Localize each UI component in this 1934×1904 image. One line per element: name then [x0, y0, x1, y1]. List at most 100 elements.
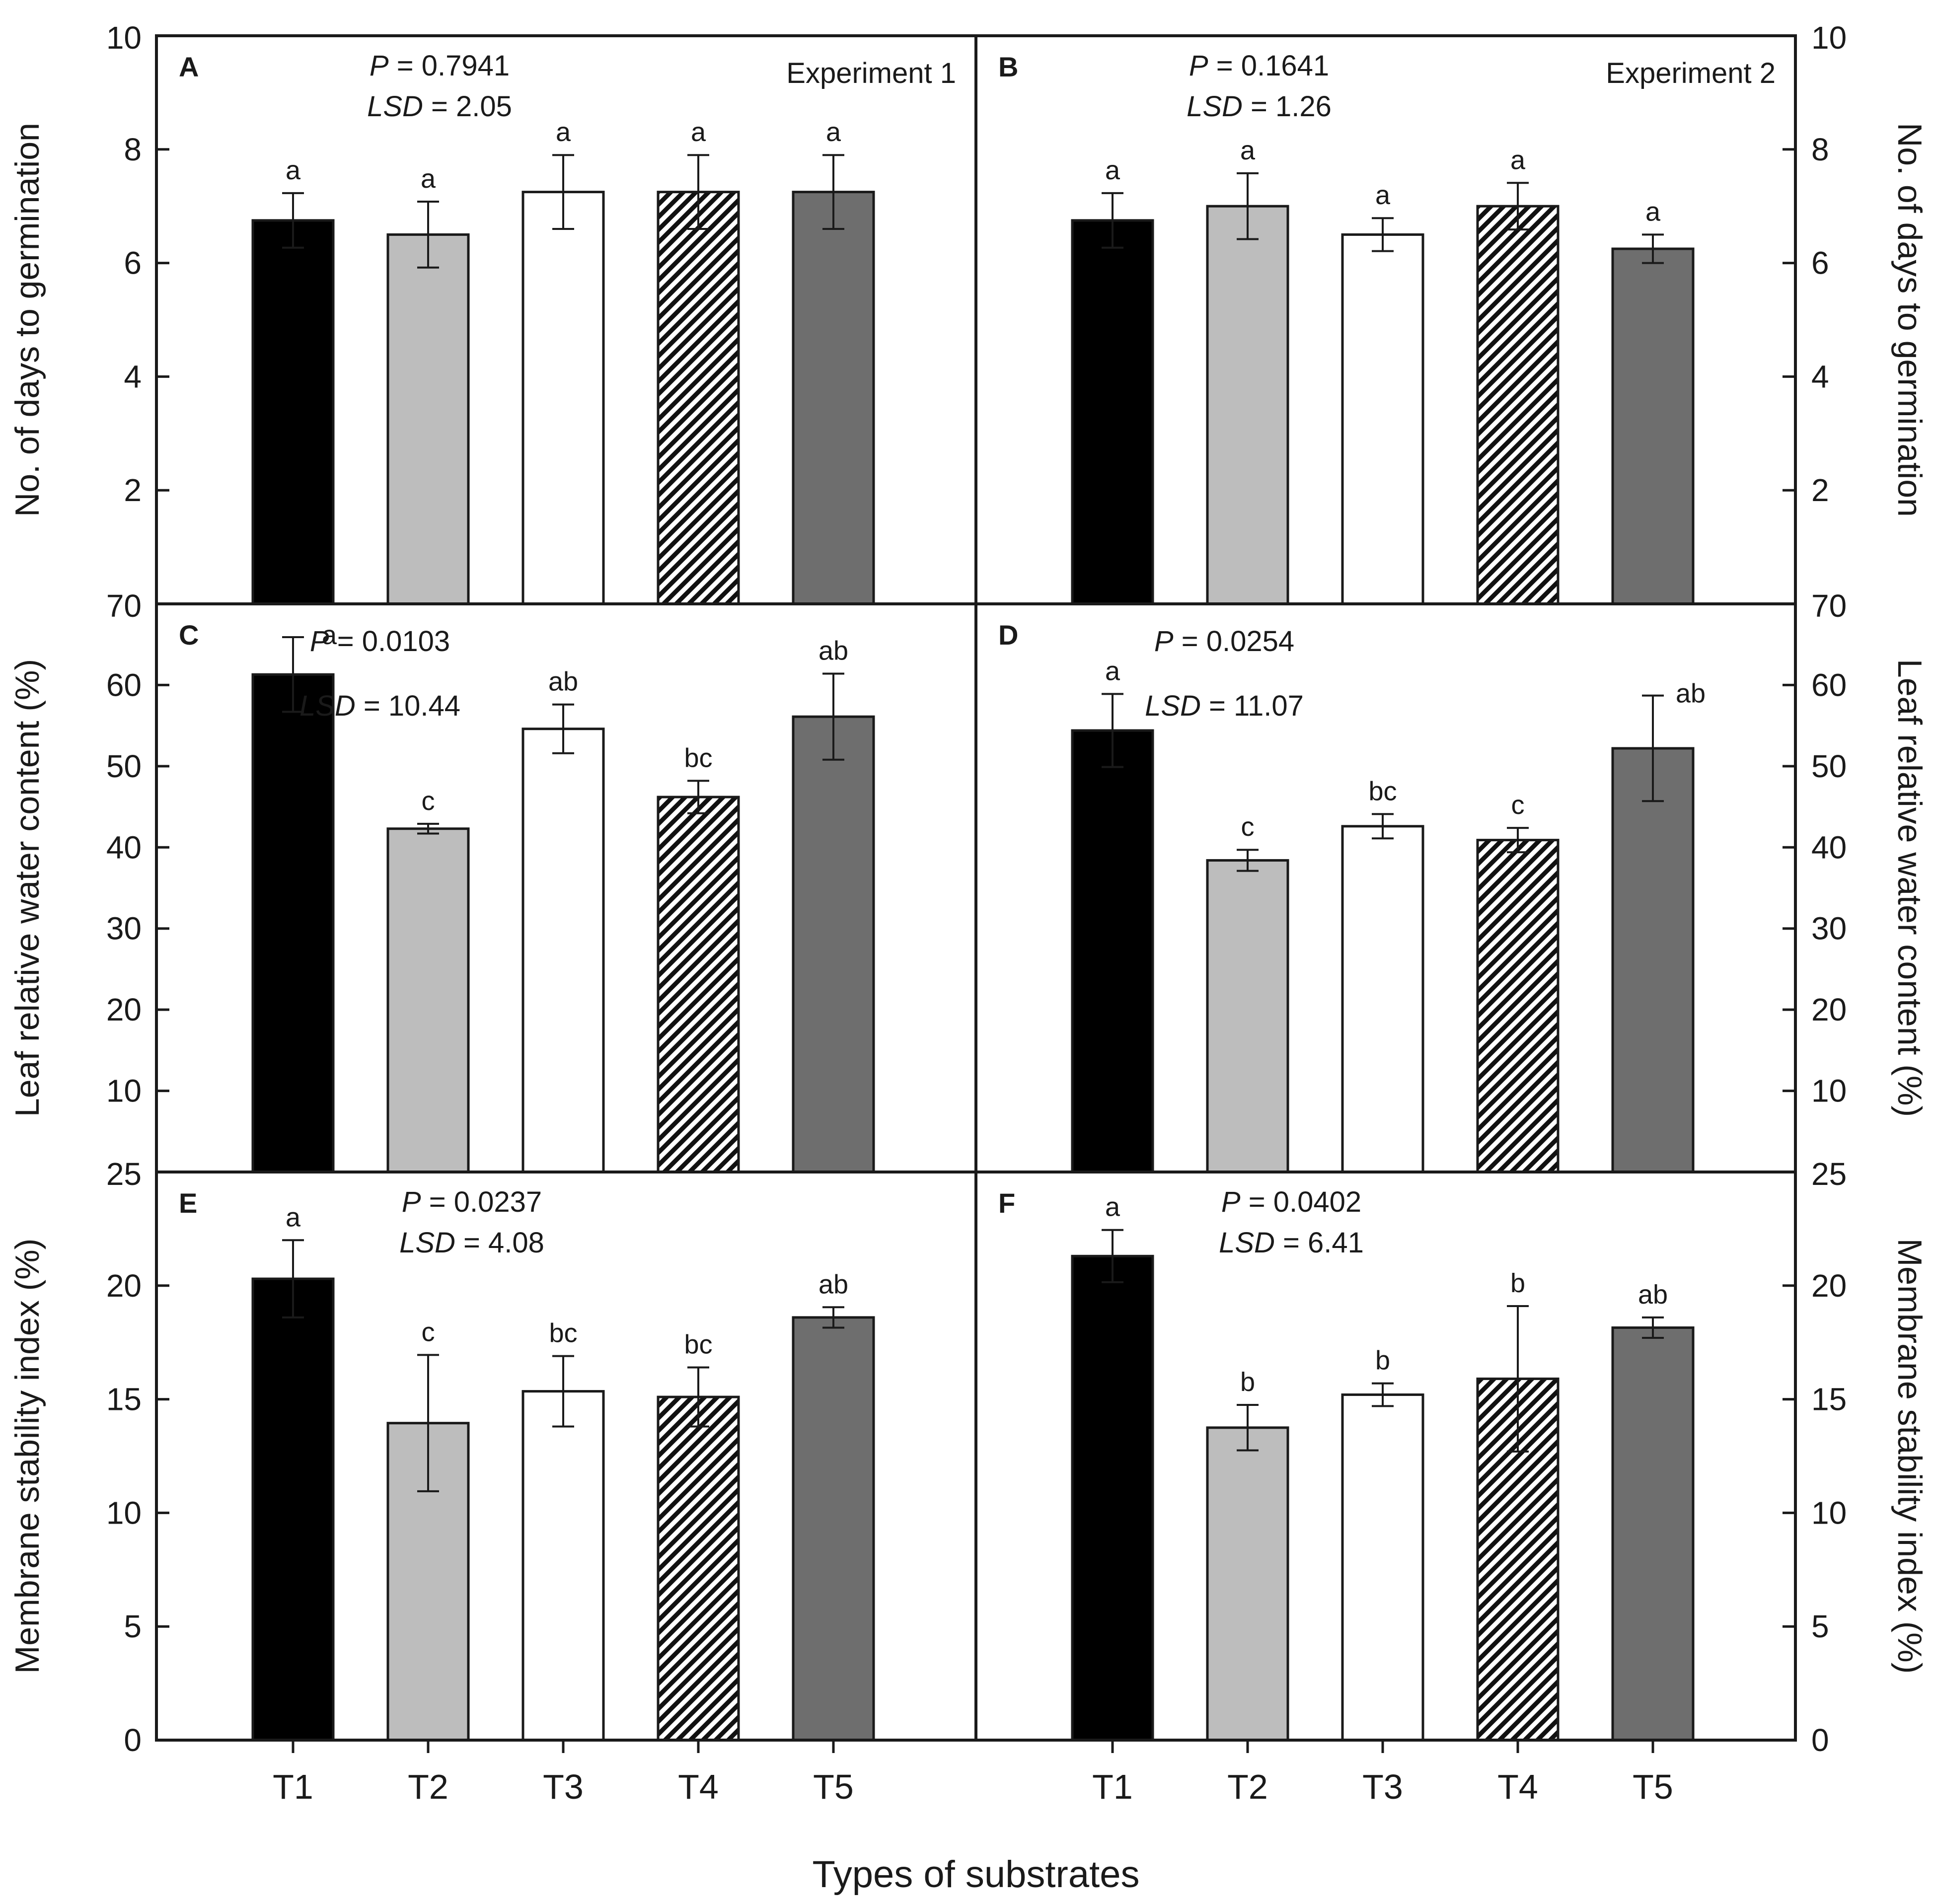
- significance-letter-E-T1: a: [286, 1202, 301, 1232]
- significance-letter-C-T4: bc: [684, 743, 712, 773]
- y-tick-label-F-20: 20: [1811, 1268, 1847, 1304]
- significance-letter-A-T3: a: [556, 117, 571, 147]
- bar-E-T3: [521, 1390, 605, 1742]
- y-tick-label-C-10: 10: [106, 1073, 142, 1109]
- bar-A-T4: [657, 191, 740, 605]
- significance-letter-A-T4: a: [691, 117, 706, 147]
- significance-letter-A-T5: a: [826, 117, 841, 147]
- bar-C-T5: [792, 715, 875, 1173]
- y-tick-label-A-10: 10: [106, 20, 142, 56]
- y-tick-label-B-4: 4: [1811, 359, 1829, 394]
- bar-C-T2: [386, 827, 470, 1173]
- y-tick-label-B-8: 8: [1811, 132, 1829, 167]
- significance-letter-B-T4: a: [1510, 145, 1526, 175]
- significance-letter-B-T3: a: [1375, 180, 1391, 210]
- significance-letter-F-T4: b: [1510, 1268, 1525, 1298]
- lsd-value-D: LSD = 11.07: [1145, 690, 1304, 722]
- lsd-value-F: LSD = 6.41: [1219, 1227, 1364, 1259]
- y-tick-label-A-4: 4: [124, 359, 142, 394]
- significance-letter-C-T3: ab: [548, 667, 578, 697]
- significance-letter-C-T1: a: [322, 620, 337, 650]
- x-tick-label-E-T1: T1: [273, 1767, 313, 1806]
- y-tick-label-C-40: 40: [106, 829, 142, 865]
- significance-letter-D-T2: c: [1241, 812, 1255, 842]
- bar-E-T4: [657, 1395, 740, 1742]
- y-axis-label-right-row-1: Leaf relative water content (%): [1891, 659, 1929, 1117]
- bar-C-T4: [657, 796, 740, 1173]
- significance-letter-C-T5: ab: [818, 636, 848, 666]
- y-axis-label-right-row-0: No. of days to germination: [1891, 123, 1929, 517]
- y-tick-label-F-5: 5: [1811, 1609, 1829, 1644]
- y-tick-label-A-6: 6: [124, 245, 142, 281]
- x-axis-label: Types of substrates: [813, 1853, 1140, 1896]
- bar-B-T1: [1071, 219, 1154, 605]
- bar-F-T3: [1341, 1393, 1424, 1742]
- panel-letter-A: A: [179, 51, 199, 82]
- bar-B-T3: [1341, 233, 1424, 605]
- y-tick-label-C-70: 70: [106, 588, 142, 624]
- significance-letter-F-T2: b: [1240, 1367, 1255, 1397]
- x-tick-label-E-T3: T3: [543, 1767, 584, 1806]
- experiment-label-A: Experiment 1: [786, 57, 956, 89]
- x-tick-label-F-T5: T5: [1633, 1767, 1673, 1806]
- significance-letter-D-T1: a: [1105, 656, 1120, 686]
- y-tick-label-E-5: 5: [124, 1609, 142, 1644]
- significance-letter-B-T2: a: [1240, 136, 1256, 165]
- significance-letter-E-T3: bc: [549, 1318, 577, 1348]
- significance-letter-D-T4: c: [1511, 790, 1525, 820]
- y-tick-label-E-20: 20: [106, 1268, 142, 1304]
- y-tick-label-B-2: 2: [1811, 472, 1829, 508]
- figure-frame: [155, 34, 1797, 1742]
- p-value-D: P = 0.0254: [1154, 625, 1294, 658]
- y-tick-label-E-25: 25: [106, 1156, 142, 1192]
- panel-letter-C: C: [179, 619, 199, 651]
- significance-letter-A-T2: a: [421, 164, 436, 194]
- y-tick-label-C-30: 30: [106, 911, 142, 947]
- bar-B-T4: [1476, 205, 1560, 605]
- bar-C-T1: [251, 673, 335, 1173]
- p-value-A: P = 0.7941: [370, 50, 510, 82]
- bar-E-T1: [251, 1277, 335, 1742]
- y-tick-label-F-0: 0: [1811, 1722, 1829, 1758]
- y-tick-label-F-15: 15: [1811, 1382, 1847, 1417]
- significance-letter-B-T1: a: [1105, 155, 1120, 185]
- x-tick-label-F-T2: T2: [1227, 1767, 1268, 1806]
- lsd-value-A: LSD = 2.05: [367, 90, 512, 123]
- p-value-E: P = 0.0237: [402, 1186, 542, 1218]
- bar-A-T3: [521, 191, 605, 605]
- panel-C: a c ab bc ab 10 20 30 40 50 60 70 C P = 0.0103 LSD = 1…: [106, 588, 875, 1173]
- y-tick-label-E-10: 10: [106, 1495, 142, 1531]
- bar-D-T4: [1476, 839, 1560, 1173]
- bar-B-T5: [1611, 247, 1695, 605]
- x-tick-label-E-T2: T2: [408, 1767, 448, 1806]
- bar-F-T1: [1071, 1254, 1154, 1742]
- y-tick-label-C-50: 50: [106, 748, 142, 784]
- significance-letter-B-T5: a: [1645, 197, 1661, 226]
- panel-letter-E: E: [179, 1187, 197, 1219]
- experiment-label-B: Experiment 2: [1606, 57, 1776, 89]
- p-value-C: P = 0.0103: [310, 625, 450, 658]
- significance-letter-C-T2: c: [422, 786, 435, 816]
- significance-letter-E-T5: ab: [818, 1269, 848, 1299]
- significance-letter-F-T1: a: [1105, 1192, 1120, 1222]
- bar-A-T1: [251, 219, 335, 605]
- y-tick-label-D-30: 30: [1811, 911, 1847, 947]
- panel-letter-B: B: [998, 51, 1018, 82]
- panel-A: a a a a a 2 4 6 8 10 A Experiment 1 P = 0.7941 LSD = …: [106, 20, 956, 605]
- lsd-value-C: LSD = 10.44: [299, 690, 460, 722]
- lsd-value-E: LSD = 4.08: [399, 1227, 544, 1259]
- significance-letter-E-T2: c: [422, 1317, 435, 1347]
- bar-B-T2: [1206, 205, 1289, 605]
- y-tick-label-F-25: 25: [1811, 1156, 1847, 1192]
- bar-F-T2: [1206, 1426, 1289, 1742]
- significance-letter-F-T3: b: [1375, 1346, 1390, 1376]
- y-tick-label-F-10: 10: [1811, 1495, 1847, 1531]
- x-tick-label-E-T4: T4: [678, 1767, 719, 1806]
- bar-C-T3: [521, 728, 605, 1173]
- y-tick-label-D-60: 60: [1811, 667, 1847, 703]
- y-axis-label-right-row-2: Membrane stability index (%): [1891, 1239, 1929, 1674]
- y-axis-label-left-row-1: Leaf relative water content (%): [8, 659, 46, 1117]
- bar-D-T2: [1206, 859, 1289, 1173]
